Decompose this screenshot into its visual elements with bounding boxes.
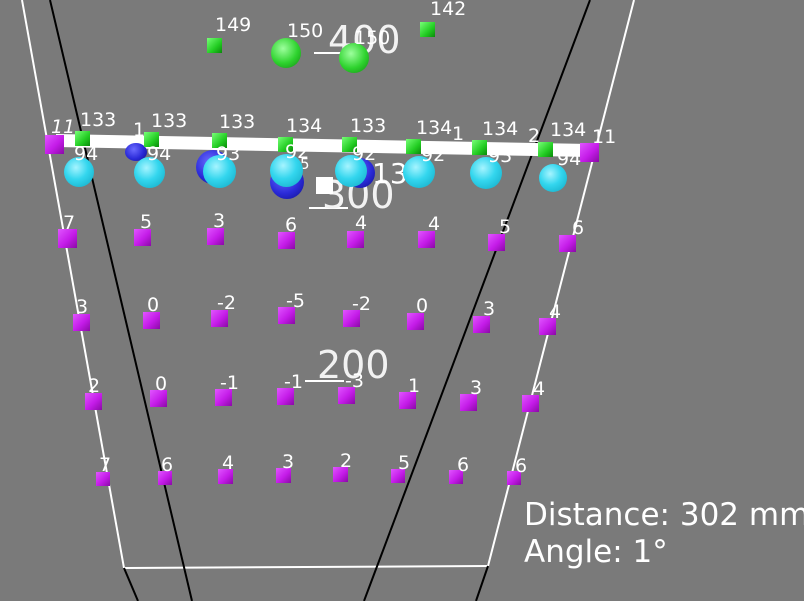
cyan-sphere[interactable] [539, 164, 567, 192]
grid-marker[interactable] [277, 388, 294, 405]
grid-marker[interactable] [522, 395, 539, 412]
grid-marker[interactable] [215, 389, 232, 406]
grid-marker[interactable] [343, 310, 360, 327]
edge-marker-right[interactable] [580, 143, 599, 162]
top-marker-149[interactable] [207, 38, 222, 53]
reference-point[interactable] [316, 177, 333, 194]
measurement-readout: Distance: 302 mm Angle: 1° [524, 497, 804, 571]
grid-marker[interactable] [158, 471, 172, 485]
green-marker[interactable] [75, 131, 90, 146]
green-marker[interactable] [538, 142, 553, 157]
top-sphere-150[interactable] [271, 38, 301, 68]
grid-marker[interactable] [218, 469, 233, 484]
cyan-sphere[interactable] [470, 157, 502, 189]
grid-marker[interactable] [473, 316, 490, 333]
grid-marker[interactable] [338, 387, 355, 404]
bottom-left-line [123, 567, 139, 601]
grid-marker[interactable] [460, 394, 477, 411]
cyan-sphere[interactable] [134, 157, 165, 188]
grid-marker[interactable] [333, 467, 348, 482]
grid-marker[interactable] [211, 310, 228, 327]
grid-marker[interactable] [347, 231, 364, 248]
grid-marker[interactable] [399, 392, 416, 409]
bottom-right-line [475, 565, 489, 601]
green-marker[interactable] [212, 133, 227, 148]
grid-marker[interactable] [507, 471, 521, 485]
measurement-bar [56, 134, 590, 157]
grid-marker[interactable] [143, 312, 160, 329]
grid-marker[interactable] [134, 229, 151, 246]
grid-marker[interactable] [96, 472, 110, 486]
cyan-sphere[interactable] [203, 155, 236, 188]
grid-marker[interactable] [150, 390, 167, 407]
green-marker[interactable] [472, 140, 487, 155]
grid-marker[interactable] [407, 313, 424, 330]
grid-marker[interactable] [58, 229, 77, 248]
edge-marker-left[interactable] [45, 135, 64, 154]
fov-left-line [49, 0, 193, 601]
distance-readout: Distance: 302 mm [524, 497, 804, 533]
grid-marker[interactable] [85, 393, 102, 410]
angle-readout: Angle: 1° [524, 534, 668, 570]
green-marker[interactable] [406, 139, 421, 154]
boundary-bottom-line [123, 565, 489, 569]
grid-marker[interactable] [278, 307, 295, 324]
grid-marker[interactable] [278, 232, 295, 249]
grid-marker[interactable] [391, 469, 405, 483]
fov-right-line [363, 0, 591, 601]
top-sphere-150b[interactable] [339, 43, 369, 73]
cyan-sphere[interactable] [270, 154, 303, 187]
cyan-sphere[interactable] [64, 157, 94, 187]
grid-marker[interactable] [449, 470, 463, 484]
grid-marker[interactable] [559, 235, 576, 252]
green-marker[interactable] [342, 137, 357, 152]
cyan-sphere[interactable] [335, 155, 367, 187]
top-marker-142[interactable] [420, 22, 435, 37]
grid-marker[interactable] [418, 231, 435, 248]
grid-marker[interactable] [207, 228, 224, 245]
cyan-sphere[interactable] [403, 156, 435, 188]
green-marker[interactable] [278, 137, 293, 152]
grid-marker[interactable] [73, 314, 90, 331]
green-marker[interactable] [144, 132, 159, 147]
blue-sphere[interactable] [125, 143, 147, 161]
grid-marker[interactable] [539, 318, 556, 335]
grid-marker[interactable] [488, 234, 505, 251]
grid-marker[interactable] [276, 468, 291, 483]
